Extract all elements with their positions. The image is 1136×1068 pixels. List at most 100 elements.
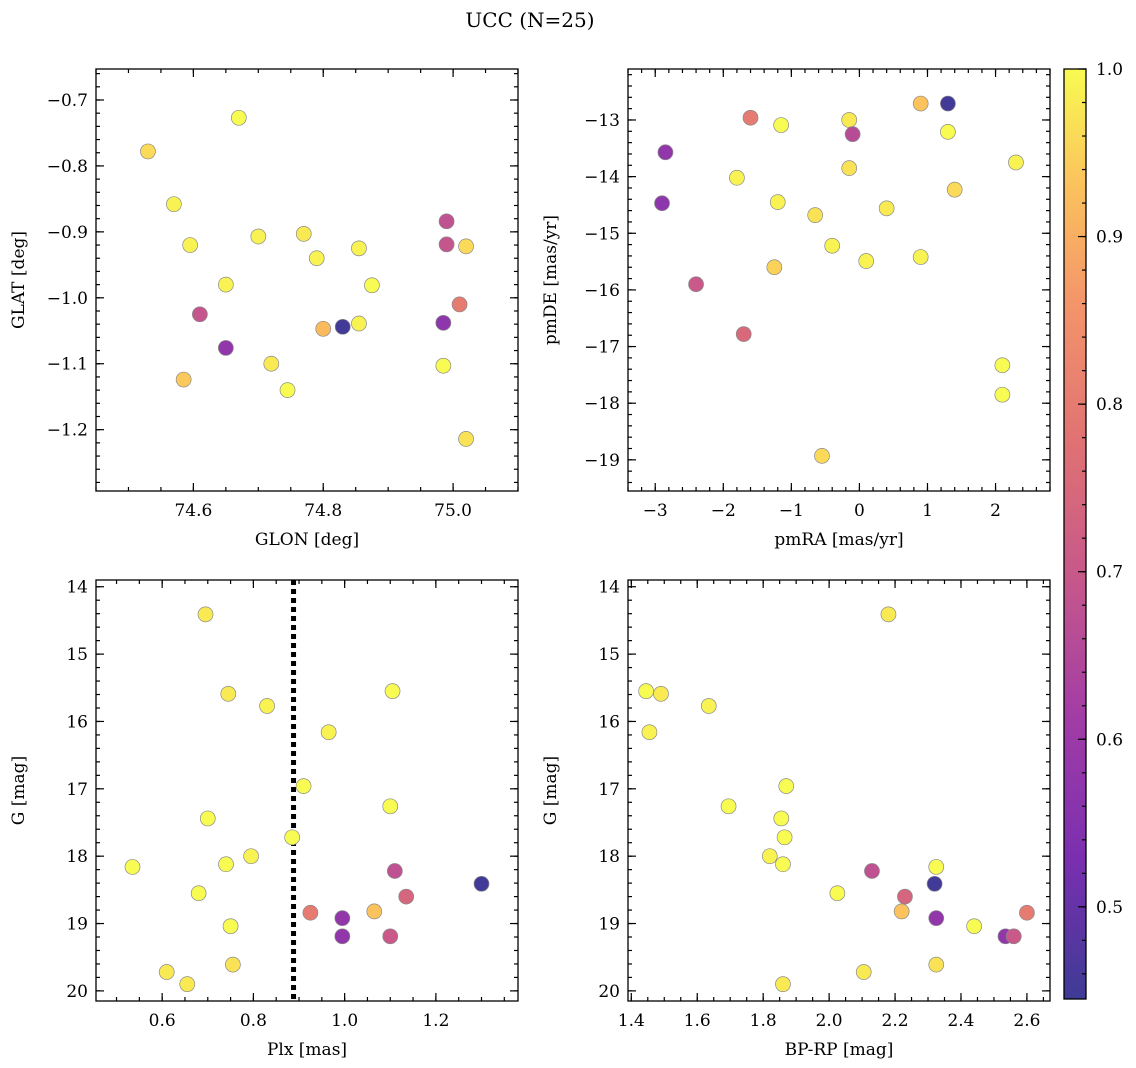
y-axis-label: pmDE [mas/yr]: [541, 215, 561, 345]
y-tick-label: 16: [66, 712, 88, 732]
y-tick-label: 17: [598, 780, 620, 800]
x-tick-label: 1: [922, 501, 933, 521]
scatter-point: [279, 382, 296, 398]
scatter-point: [1005, 928, 1022, 945]
x-axis-label: BP-RP [mag]: [785, 1040, 894, 1060]
x-tick-label: 74.6: [174, 501, 212, 521]
scatter-point: [351, 240, 367, 257]
y-tick-label: −18: [584, 394, 620, 414]
x-tick-label: 2: [990, 501, 1001, 521]
axes-frame: [95, 68, 519, 492]
scatter-point: [928, 910, 945, 926]
scatter-point: [190, 885, 207, 902]
scatter-point: [824, 237, 841, 254]
scatter-point: [320, 724, 337, 741]
y-tick-label: −1.1: [47, 355, 88, 375]
panel-3: 0.6 0.8 1.0 1.2 14 15 16 17 18 19 20 Plx [mas] G [ma…: [9, 578, 519, 1060]
x-tick-label: −2: [711, 501, 736, 521]
scatter-point: [230, 109, 247, 126]
scatter-point: [458, 431, 474, 447]
x-tick-label: 74.8: [304, 501, 342, 521]
scatter-point: [382, 798, 399, 815]
scatter-point: [858, 253, 875, 269]
scatter-point: [438, 236, 455, 253]
scatter-point: [366, 903, 383, 920]
y-tick-label: −16: [584, 281, 620, 301]
x-axis-label: pmRA [mas/yr]: [774, 530, 903, 550]
colorbar-tick-label: 0.6: [1096, 730, 1123, 750]
colorbar-frame: [1063, 68, 1087, 1000]
scatter-point: [295, 225, 312, 242]
scatter-point: [654, 195, 670, 212]
scatter-point: [302, 904, 319, 921]
scatter-point: [308, 250, 325, 267]
scatter-point: [893, 903, 910, 920]
scatter-point: [197, 606, 214, 623]
y-tick-label: −19: [584, 451, 620, 471]
scatter-point: [458, 238, 474, 255]
scatter-point: [700, 698, 717, 714]
scatter-point: [225, 956, 241, 973]
axes-frame: [627, 68, 1051, 492]
scatter-point: [334, 318, 351, 335]
y-tick-label: −1.2: [47, 421, 88, 441]
scatter-point: [166, 196, 182, 213]
y-tick-label: 20: [598, 982, 620, 1002]
scatter-point: [243, 848, 259, 865]
scatter-point: [742, 109, 759, 126]
scatter-point: [761, 848, 778, 865]
y-axis-label: G [mag]: [9, 756, 29, 825]
y-tick-label: −17: [584, 338, 620, 358]
y-axis-label: G [mag]: [541, 756, 561, 825]
y-tick-label: −0.9: [47, 223, 88, 243]
scatter-point: [351, 315, 367, 332]
scatter-point: [364, 277, 380, 294]
panel-4: 1.4 1.6 1.8 2.0 2.2 2.4 2.6 14 15 16 17 18 19 20 BP-RP…: [541, 578, 1051, 1060]
y-tick-label: 18: [598, 847, 620, 867]
scatter-point: [218, 856, 234, 873]
scatter-point: [994, 386, 1011, 403]
scatter-point: [814, 448, 830, 464]
scatter-point: [638, 683, 654, 699]
scatter-point: [217, 276, 234, 293]
x-tick-label: 2.2: [882, 1011, 909, 1031]
axes-frame: [95, 579, 519, 1002]
colorbar-tick-label: 0.5: [1096, 898, 1123, 918]
scatter-point: [912, 249, 929, 265]
y-tick-label: −0.7: [47, 91, 88, 111]
scatter-point: [334, 928, 351, 945]
x-tick-label: 2.6: [1013, 1011, 1040, 1031]
colorbar: 0.5 0.6 0.7 0.8 0.9 1.0: [1063, 60, 1123, 1000]
scatter-point: [775, 856, 791, 873]
scatter-point: [729, 169, 745, 186]
scatter-point: [912, 95, 929, 112]
colorbar-tick-label: 0.8: [1096, 395, 1123, 415]
scatter-point: [435, 315, 452, 331]
scatter-point: [928, 859, 945, 875]
scatter-point: [175, 371, 192, 388]
y-tick-label: 15: [66, 645, 88, 665]
x-tick-label: 1.6: [684, 1011, 711, 1031]
panel-2: −3 −2 −1 0 1 2 −13 −14 −15 −16 −17 −18 −19 pmRA [mas/…: [541, 68, 1051, 550]
y-tick-label: 20: [66, 982, 88, 1002]
x-tick-label: 0.8: [240, 1011, 267, 1031]
y-tick-label: 14: [598, 578, 620, 598]
y-tick-label: 17: [66, 780, 88, 800]
y-tick-label: −14: [584, 168, 620, 188]
scatter-point: [334, 910, 351, 926]
y-tick-label: 19: [598, 915, 620, 935]
scatter-point: [140, 143, 156, 160]
scatter-point: [259, 698, 275, 714]
scatter-point: [940, 124, 956, 140]
scatter-point: [829, 885, 846, 902]
scatter-point: [688, 276, 704, 293]
scatter-point: [398, 888, 415, 905]
figure-title: UCC (N=25): [465, 8, 594, 32]
colorbar-tick-label: 0.7: [1096, 563, 1123, 583]
y-tick-label: −13: [584, 111, 620, 131]
scatter-point: [386, 863, 403, 879]
x-tick-label: 1.0: [331, 1011, 358, 1031]
scatter-point: [966, 918, 983, 935]
scatter-point: [641, 724, 658, 741]
y-tick-label: −15: [584, 224, 620, 244]
